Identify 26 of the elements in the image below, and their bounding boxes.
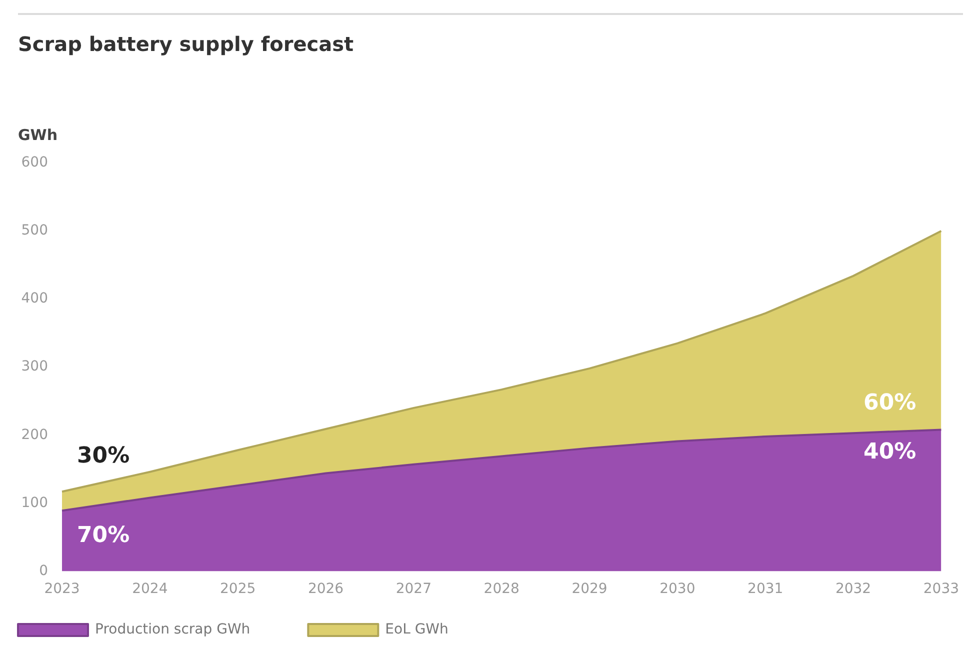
x-tick-label: 2027 (396, 581, 432, 598)
annotation: 60% (864, 390, 916, 416)
y-tick-label: 600 (21, 154, 48, 171)
x-tick-label: 2029 (572, 581, 608, 598)
x-tick-label: 2032 (835, 581, 872, 598)
x-tick-label: 2028 (484, 581, 520, 598)
y-axis-title: GWh (18, 126, 58, 144)
annotation: 70% (77, 523, 130, 548)
y-tick-label: 100 (21, 494, 48, 511)
chart-title: Scrap battery supply forecast (18, 32, 354, 56)
x-tick-label: 2023 (44, 581, 80, 598)
annotation: 40% (864, 440, 916, 465)
legend-label: EoL GWh (385, 622, 448, 638)
x-tick-label: 2030 (660, 581, 696, 598)
y-tick-label: 200 (21, 426, 48, 443)
x-tick-label: 2025 (220, 581, 256, 598)
y-tick-label: 0 (39, 562, 48, 579)
legend-label: Production scrap GWh (95, 622, 250, 638)
x-tick-label: 2024 (132, 581, 168, 598)
x-tick-label: 2026 (308, 581, 344, 598)
y-tick-label: 300 (21, 358, 48, 375)
y-tick-label: 400 (21, 290, 48, 307)
x-tick-label: 2031 (748, 581, 784, 598)
y-tick-label: 500 (21, 222, 48, 239)
annotation: 30% (77, 443, 130, 468)
x-tick-label: 2033 (923, 581, 960, 598)
